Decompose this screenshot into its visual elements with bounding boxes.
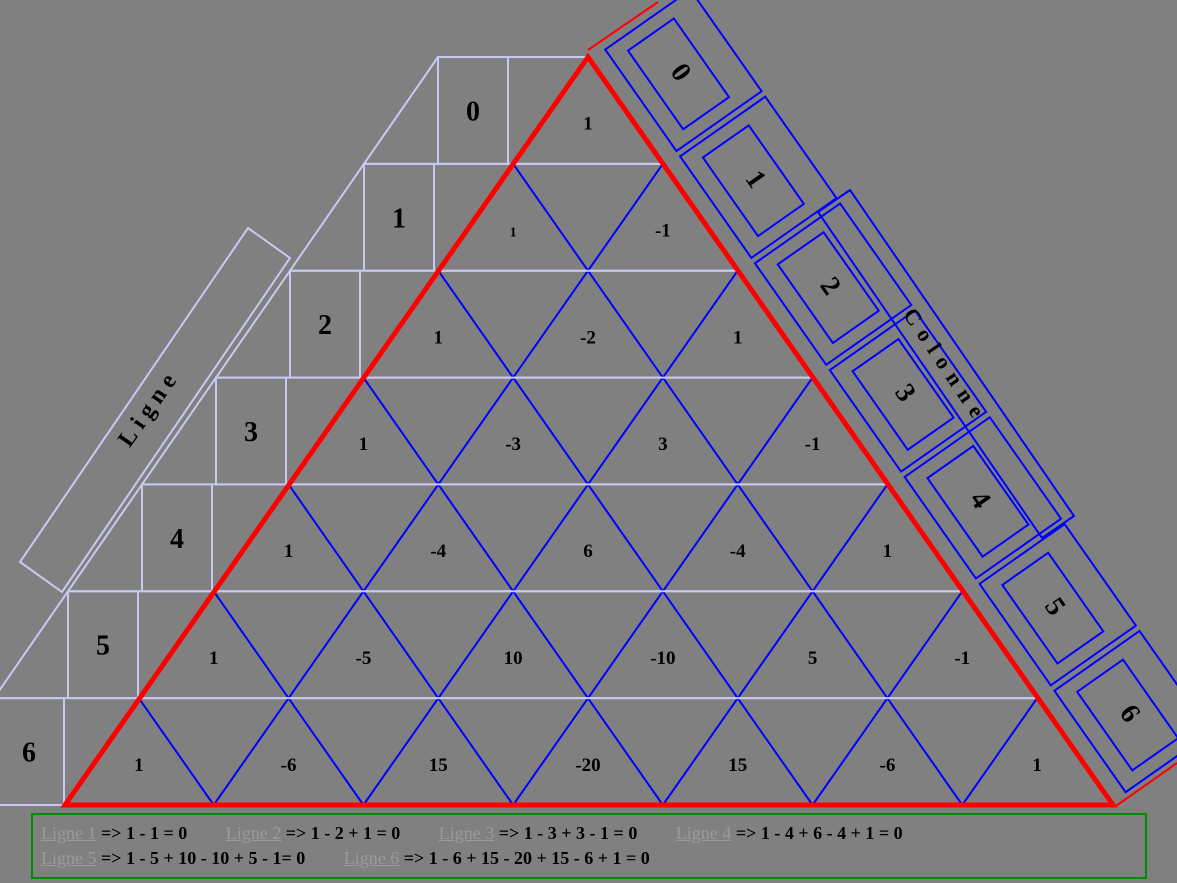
equation-ligne-6: Ligne 6 => 1 - 6 + 15 - 20 + 15 - 6 + 1 … [344,846,650,871]
identity-footer: Ligne 1 => 1 - 1 = 0 Ligne 2 => 1 - 2 + … [31,813,1147,879]
equation-text: => 1 - 1 = 0 [101,823,188,843]
cell-value: -1 [805,434,821,455]
equation-text: => 1 - 6 + 15 - 20 + 15 - 6 + 1 = 0 [403,848,650,868]
cell-value: -2 [580,327,596,348]
cell-value: -20 [575,755,600,776]
equation-ligne-4: Ligne 4 => 1 - 4 + 6 - 4 + 1 = 0 [676,821,903,846]
column-label: 0 [664,58,697,87]
cell-value: 3 [658,434,668,455]
cell-value: -10 [650,648,675,669]
equation-text: => 1 - 4 + 6 - 4 + 1 = 0 [735,823,903,843]
cell-value: -5 [356,648,372,669]
link-ligne-5[interactable]: Ligne 5 [41,848,97,868]
column-label-box: 4 [903,415,1063,580]
row-label: 0 [466,96,480,127]
cell-value: 1 [883,541,893,562]
footer-line-2: Ligne 5 => 1 - 5 + 10 - 10 + 5 - 1= 0 Li… [41,846,1137,871]
row-guides: 0 1 2 3 4 5 6 [0,56,1038,807]
cell-value: 5 [808,648,818,669]
row-label: 4 [170,524,184,555]
cell-value: 15 [429,755,448,776]
colonne-title: Colonne [898,303,994,428]
link-ligne-6[interactable]: Ligne 6 [343,848,400,868]
column-label-box: 5 [978,522,1138,687]
equation-text: => 1 - 3 + 3 - 1 = 0 [498,823,638,843]
cell-value: -4 [730,541,746,562]
cell-value: -1 [954,648,970,669]
column-label-boxes: 0 1 2 3 4 5 6 [603,0,1177,794]
cell-value: 1 [359,434,369,455]
cell-value: 1 [284,541,294,562]
colonne-banner: Colonne [816,188,1076,540]
link-ligne-1[interactable]: Ligne 1 [41,823,97,843]
cell-value: 6 [583,541,593,562]
cell-value: -3 [505,434,521,455]
cell-value: 1 [583,114,593,135]
equation-ligne-1: Ligne 1 => 1 - 1 = 0 [41,821,187,846]
triangle-grid [138,162,1038,806]
row-label: 5 [96,631,110,662]
footer-line-1: Ligne 1 => 1 - 1 = 0 Ligne 2 => 1 - 2 + … [41,821,1137,846]
cell-values: 1 1 -1 1 -2 1 1 -3 3 -1 1 -4 6 -4 1 1 -5 10 -10 5 -1 1 -6 15 -20… [134,114,1042,776]
column-label: 1 [739,165,772,194]
cell-value: 1 [434,327,444,348]
cell-value: 1 [510,226,517,241]
row-label: 2 [318,310,332,341]
column-label: 3 [888,378,921,407]
row-label: 1 [392,203,406,234]
equation-text: => 1 - 2 + 1 = 0 [285,823,401,843]
cell-value: 1 [733,327,743,348]
row-label: 6 [22,738,36,769]
equation-ligne-3: Ligne 3 => 1 - 3 + 3 - 1 = 0 [439,821,638,846]
equation-text: => 1 - 5 + 10 - 10 + 5 - 1= 0 [101,848,306,868]
link-ligne-4[interactable]: Ligne 4 [675,823,732,843]
link-ligne-3[interactable]: Ligne 3 [438,823,495,843]
column-label-box: 6 [1052,629,1177,794]
column-label: 4 [963,485,996,514]
row-label: 3 [244,417,258,448]
cell-value: 1 [209,648,219,669]
cell-value: -6 [880,755,896,776]
cell-value: 10 [504,648,523,669]
cell-value: -6 [281,755,297,776]
column-label-box: 2 [753,202,913,367]
column-label: 6 [1113,699,1146,728]
link-ligne-2[interactable]: Ligne 2 [225,823,282,843]
cell-value: 15 [728,755,747,776]
equation-ligne-2: Ligne 2 => 1 - 2 + 1 = 0 [226,821,401,846]
cell-value: -4 [430,541,446,562]
triangle-outline [60,1,1177,808]
column-label: 2 [814,272,847,301]
equation-ligne-5: Ligne 5 => 1 - 5 + 10 - 10 + 5 - 1= 0 [41,846,305,871]
cell-value: 1 [1032,755,1042,776]
column-label-box: 1 [678,95,838,260]
column-label: 5 [1038,592,1071,621]
cell-value: -1 [655,221,671,242]
cell-value: 1 [134,755,144,776]
